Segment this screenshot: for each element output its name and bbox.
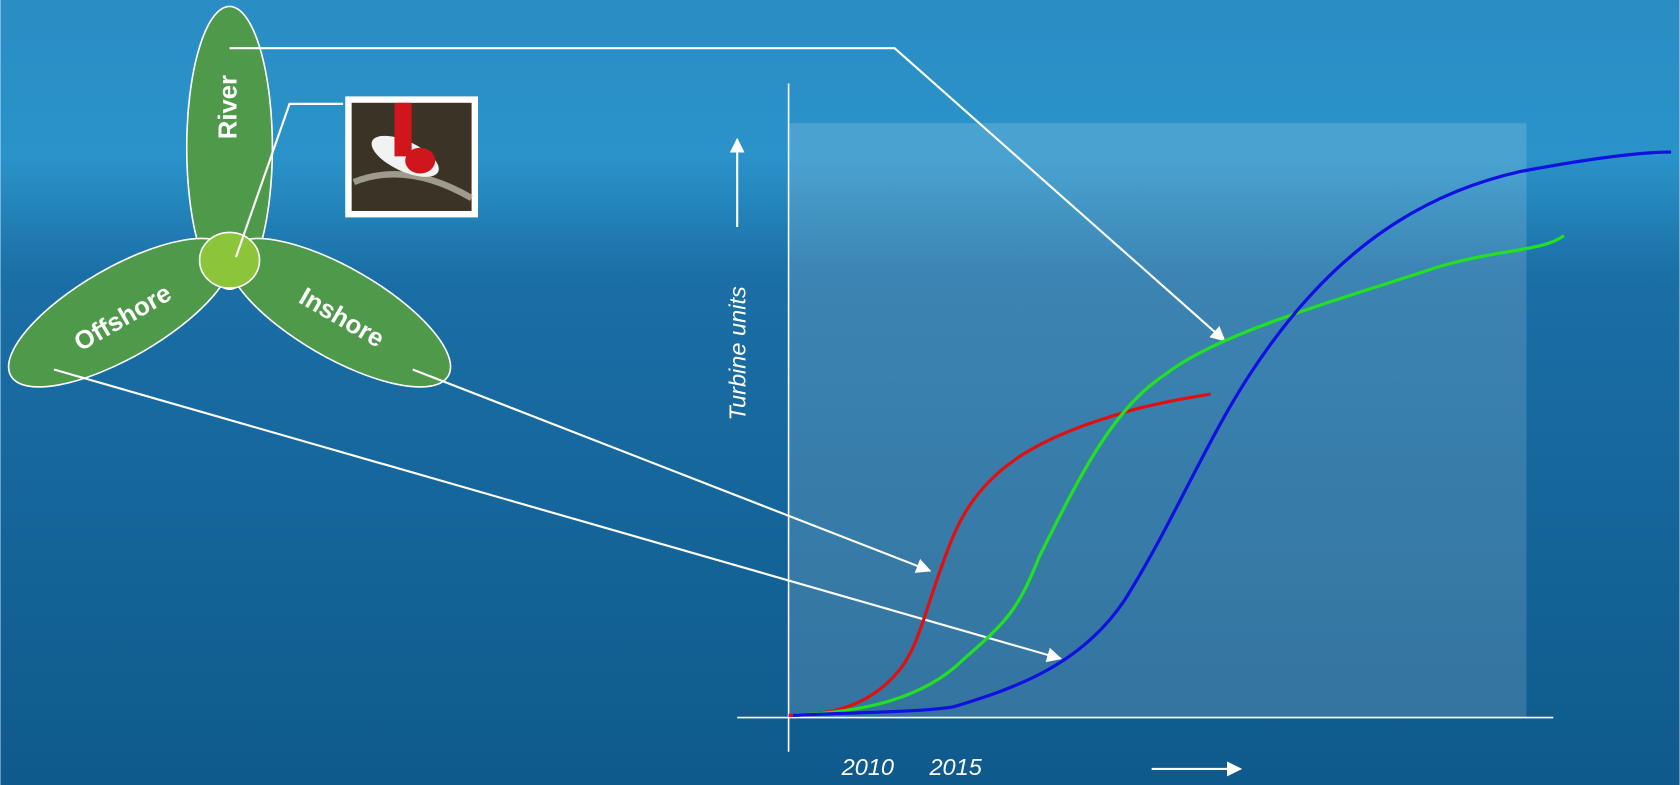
turbine-photo [345,96,479,218]
y-axis-label: Turbine units [725,286,751,421]
offshore-curve [792,150,1672,717]
x-label: 2015 [928,754,982,780]
offshore-connector [53,368,1063,663]
river-petal [185,5,274,290]
inshore-curve [792,234,1565,717]
venn [7,5,452,388]
x-label: 2010 [841,754,894,780]
inshore-connector [412,368,932,573]
connectors [53,47,1226,663]
overlap [198,231,261,289]
curves [788,150,1672,717]
river-label: River [214,75,242,139]
photo-connector [234,102,344,258]
river-connector [229,47,1226,342]
river-curve [788,392,1211,717]
chart-panel [789,123,1527,718]
